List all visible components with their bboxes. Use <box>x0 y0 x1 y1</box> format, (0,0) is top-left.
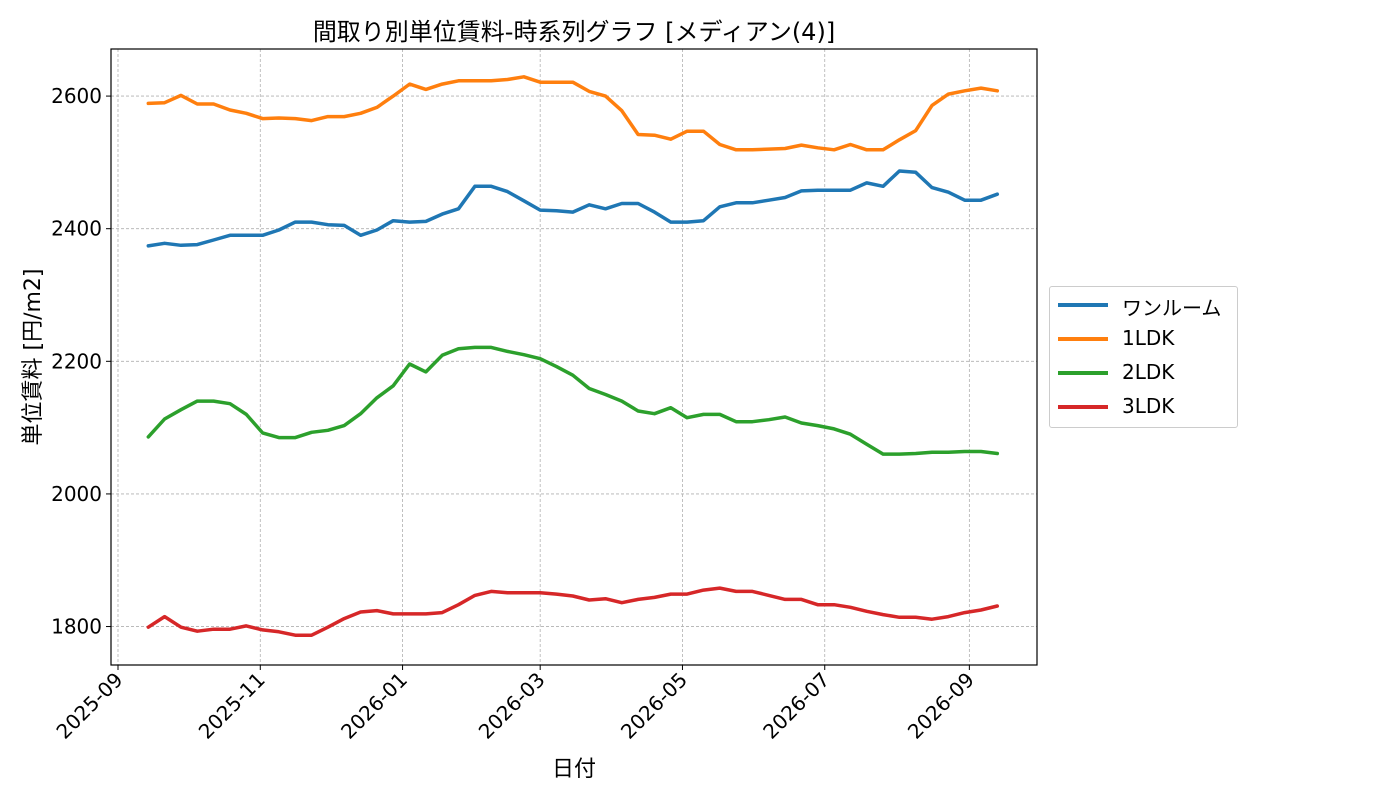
legend-entry: 3LDK <box>1050 390 1237 424</box>
legend-label: 3LDK <box>1122 394 1175 418</box>
series-lines <box>146 75 1000 637</box>
series-line-3 <box>146 586 1000 637</box>
legend-entry: 2LDK <box>1050 356 1237 390</box>
plot-area-frame <box>110 48 1038 666</box>
x-tick-label: 2026-03 <box>474 668 550 744</box>
axis-ticks: 1800 2000 2200 2400 2600 2025-09 2025-11 2026-0… <box>51 84 979 744</box>
series-line-2 <box>146 345 1000 456</box>
x-tick-label: 2026-01 <box>336 668 412 744</box>
legend-label: 2LDK <box>1122 360 1175 384</box>
x-axis-label: 日付 <box>552 757 596 782</box>
x-tick-label: 2025-09 <box>51 668 127 744</box>
legend-swatch <box>1058 337 1108 341</box>
legend-label: ワンルーム <box>1122 296 1222 320</box>
legend-swatch <box>1058 303 1108 307</box>
y-tick-label: 2400 <box>51 217 102 241</box>
x-tick-label: 2026-09 <box>903 668 979 744</box>
legend: ワンルーム 1LDK 2LDK 3LDK <box>1049 286 1238 428</box>
x-tick-label: 2026-05 <box>616 668 692 744</box>
y-axis-label: 単位賃料 [円/m2] <box>21 269 46 446</box>
legend-swatch <box>1058 371 1108 375</box>
x-tick-label: 2025-11 <box>194 668 270 744</box>
y-tick-label: 2600 <box>51 84 102 108</box>
legend-swatch <box>1058 405 1108 409</box>
grid <box>111 49 1037 665</box>
legend-entry: ワンルーム <box>1050 288 1237 322</box>
y-tick-label: 2200 <box>51 349 102 373</box>
legend-label: 1LDK <box>1122 326 1175 350</box>
legend-entry: 1LDK <box>1050 322 1237 356</box>
series-line-0 <box>146 169 1000 248</box>
x-tick-label: 2026-07 <box>758 668 834 744</box>
y-tick-label: 1800 <box>51 615 102 639</box>
chart-title: 間取り別単位賃料-時系列グラフ [メディアン(4)] <box>313 18 835 46</box>
y-tick-label: 2000 <box>51 482 102 506</box>
series-line-1 <box>146 75 1000 152</box>
